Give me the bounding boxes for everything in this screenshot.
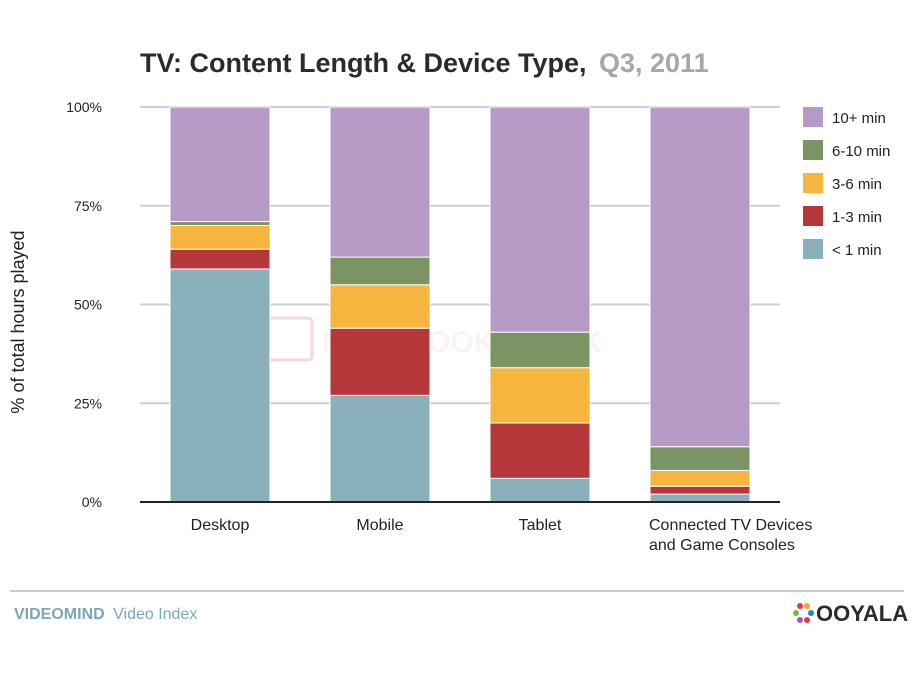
y-tick-label: 75% <box>74 198 102 214</box>
bar-segment <box>169 268 271 503</box>
x-category-label: Desktop <box>191 517 250 534</box>
bar-stack <box>169 106 271 503</box>
bar-segment <box>329 284 431 329</box>
chart-title-period: Q3, 2011 <box>599 48 709 78</box>
bar-segment <box>649 106 751 448</box>
bar-segment <box>489 331 591 369</box>
bar-segment <box>169 248 271 270</box>
bar-segment <box>649 446 751 471</box>
legend-label: 6-10 min <box>832 143 890 160</box>
legend-item: 10+ min <box>803 107 886 127</box>
bar-stack <box>489 106 591 503</box>
x-category-label: Mobile <box>356 517 403 534</box>
x-category-label: and Game Consoles <box>649 537 795 554</box>
y-tick-label: 25% <box>74 395 102 411</box>
legend: 10+ min 6-10 min 3-6 min 1-3 min < 1 min <box>803 107 890 259</box>
ooyala-logo-dots-icon <box>793 603 814 623</box>
legend-item: 1-3 min <box>803 206 882 226</box>
legend-swatch <box>803 140 823 160</box>
x-category-label: Connected TV Devices <box>649 517 812 534</box>
bar-segment <box>329 256 431 286</box>
footer-brand: VIDEOMIND Video Index <box>14 606 197 623</box>
legend-item: < 1 min <box>803 239 882 259</box>
legend-swatch <box>803 173 823 193</box>
x-axis-categories: Desktop Mobile Tablet Connected TV Devices a… <box>191 517 813 554</box>
y-axis-label: % of total hours played <box>8 230 28 413</box>
ooyala-logo: OOYALA <box>793 601 908 626</box>
bar-segment <box>649 469 751 487</box>
bar-segment <box>329 327 431 396</box>
bar-segment <box>649 493 751 503</box>
chart-title: TV: Content Length & Device Type, Q3, 20… <box>140 48 709 78</box>
bar-segment <box>489 106 591 333</box>
chart-title-main: TV: Content Length & Device Type, <box>140 48 587 78</box>
legend-label: 3-6 min <box>832 176 882 193</box>
legend-label: 10+ min <box>832 110 886 127</box>
legend-swatch <box>803 107 823 127</box>
x-category-label: Tablet <box>519 517 562 534</box>
y-tick-label: 0% <box>82 494 102 510</box>
y-tick-label: 100% <box>66 99 102 115</box>
footer-brand-bold: VIDEOMIND <box>14 606 105 623</box>
y-tick-label: 50% <box>74 297 102 313</box>
bar-segment <box>329 394 431 503</box>
bar-segment <box>169 106 271 223</box>
footer-brand-rest: Video Index <box>113 606 197 623</box>
bar-segment <box>329 106 431 258</box>
legend-item: 3-6 min <box>803 173 882 193</box>
ooyala-logo-text: OOYALA <box>816 601 908 626</box>
legend-item: 6-10 min <box>803 140 890 160</box>
legend-swatch <box>803 239 823 259</box>
bar-segment <box>489 422 591 479</box>
y-axis-ticks: 0% 25% 50% 75% 100% <box>66 99 102 510</box>
legend-swatch <box>803 206 823 226</box>
bars <box>169 106 751 503</box>
legend-label: 1-3 min <box>832 209 882 226</box>
legend-label: < 1 min <box>832 242 882 259</box>
bar-stack <box>649 106 751 503</box>
bar-segment <box>169 225 271 250</box>
bar-segment <box>169 221 271 227</box>
bar-stack <box>329 106 431 503</box>
bar-segment <box>489 367 591 424</box>
bar-segment <box>649 485 751 495</box>
bar-segment <box>489 477 591 503</box>
